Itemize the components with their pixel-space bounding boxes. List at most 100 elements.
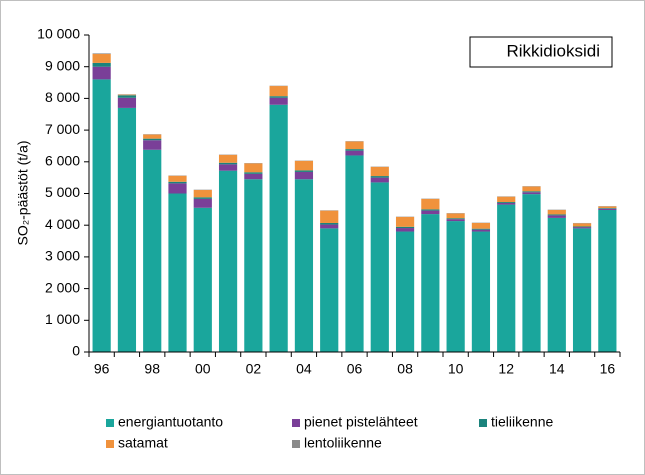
bar-segment: [598, 208, 617, 209]
bar-segment: [320, 224, 339, 229]
bar-segment: [168, 181, 187, 184]
bar-segment: [598, 209, 617, 352]
bar-segment: [522, 192, 541, 195]
bar-segment: [143, 138, 162, 141]
bar-segment: [497, 204, 516, 352]
x-tick-label: 12: [498, 361, 514, 377]
bar-segment: [446, 218, 465, 220]
bar-segment: [143, 140, 162, 150]
bar-segment: [572, 227, 592, 229]
bar-segment: [395, 228, 415, 232]
bar-segment: [294, 160, 314, 171]
legend-swatch: [479, 419, 487, 427]
y-tick-label: 8 000: [45, 89, 80, 105]
bar-segment: [497, 196, 516, 203]
bar-segment: [522, 191, 541, 193]
bar-segment: [421, 198, 440, 210]
x-tick-label: 16: [600, 361, 616, 377]
bar-segment: [294, 171, 314, 180]
bar-segment: [143, 149, 162, 352]
y-tick-label: 0: [72, 343, 80, 359]
bar-segment: [92, 79, 111, 352]
bar-segment: [547, 215, 566, 218]
bar-segment: [547, 209, 566, 215]
bar-segment: [92, 54, 111, 63]
legend-label: energiantuotanto: [118, 414, 223, 430]
bar-segment: [117, 107, 137, 352]
bar-segment: [522, 194, 541, 352]
x-tick-label: 96: [94, 361, 110, 377]
y-tick-label: 6 000: [45, 153, 80, 169]
bar-segment: [244, 172, 263, 174]
bar-segment: [370, 166, 389, 177]
bar-segment: [471, 222, 491, 229]
y-tick-label: 9 000: [45, 57, 80, 73]
x-tick-label: 14: [549, 361, 565, 377]
bar-segment: [269, 86, 288, 97]
legend-label: pienet pistelähteet: [304, 414, 418, 430]
bar-segment: [421, 210, 440, 215]
bar-segment: [269, 104, 288, 353]
x-tick-label: 04: [296, 361, 312, 377]
y-tick-label: 10 000: [37, 26, 80, 42]
annotation: Rikkidioksidi: [506, 41, 600, 60]
bar-segment: [117, 95, 137, 98]
annotation-box: [469, 36, 613, 68]
x-tick-label: 98: [144, 361, 160, 377]
x-tick-label: 10: [448, 361, 464, 377]
legend-swatch: [292, 440, 300, 448]
bar-segment: [522, 186, 541, 192]
bar-segment: [395, 226, 415, 229]
bar-segment: [446, 213, 465, 219]
legend-label: tieliikenne: [491, 414, 553, 430]
bar-segment: [92, 53, 111, 55]
bar-segment: [547, 214, 566, 216]
bar-segment: [193, 198, 212, 208]
bar-segment: [193, 207, 212, 352]
bar-segment: [168, 175, 187, 182]
bar-segment: [598, 208, 617, 210]
y-tick-label: 2 000: [45, 279, 80, 295]
bar-segment: [193, 190, 212, 198]
bar-segment: [395, 216, 415, 227]
bar-segment: [294, 179, 314, 352]
bar-segment: [345, 141, 364, 150]
bar-segment: [370, 182, 389, 352]
bar-segment: [572, 226, 592, 228]
bar-segment: [244, 163, 263, 173]
bar-segment: [446, 219, 465, 222]
bar-segment: [92, 62, 111, 67]
bar-segment: [421, 209, 440, 211]
bar-segment: [572, 228, 592, 352]
bar-segment: [471, 229, 491, 232]
bar-segment: [345, 155, 364, 352]
bar-segment: [294, 170, 314, 172]
bar-segment: [168, 183, 187, 194]
bar-segment: [320, 222, 339, 225]
bar-segment: [370, 177, 389, 183]
bar-segment: [547, 217, 566, 352]
bar-segment: [497, 203, 516, 205]
legend-swatch: [106, 440, 114, 448]
bar-segment: [218, 154, 238, 163]
bar-segment: [345, 149, 364, 151]
bar-segment: [497, 202, 516, 204]
y-tick-label: 4 000: [45, 216, 80, 232]
bar-segment: [193, 197, 212, 199]
bar-segment: [92, 66, 111, 80]
legend-label: satamat: [118, 435, 168, 451]
bar-segment: [421, 214, 440, 352]
bar-segment: [446, 221, 465, 352]
bar-segment: [269, 96, 288, 98]
x-tick-label: 06: [347, 361, 363, 377]
legend-swatch: [292, 419, 300, 427]
y-tick-label: 7 000: [45, 121, 80, 137]
bar-segment: [320, 210, 339, 223]
bar-segment: [218, 164, 238, 171]
bar-segment: [143, 134, 162, 139]
bar-segment: [168, 193, 187, 352]
bar-segment: [395, 231, 415, 352]
x-tick-label: 08: [397, 361, 413, 377]
